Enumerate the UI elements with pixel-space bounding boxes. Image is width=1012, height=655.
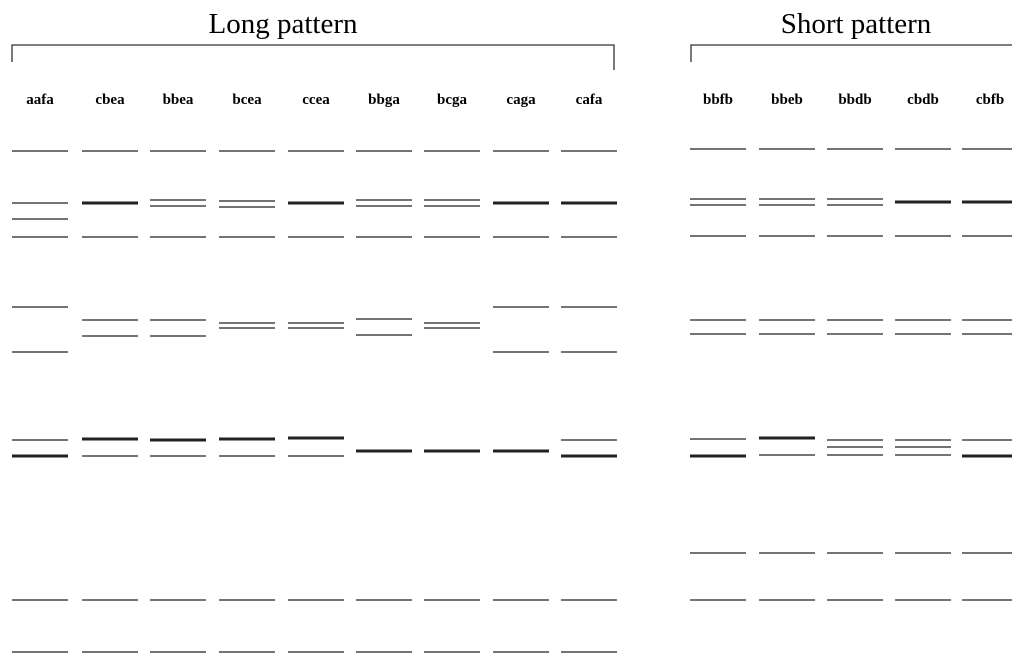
lane-label: bcga [437,92,468,108]
lane-label: bbga [368,92,400,108]
short-pattern-title: Short pattern [781,8,932,40]
short-bracket [691,45,1012,62]
lane-label: cbea [95,92,125,108]
lane-label: cafa [576,92,603,108]
lane-label: caga [506,92,536,108]
lane-label: aafa [26,92,54,108]
long-pattern-title: Long pattern [209,8,358,40]
lane-label: bbdb [838,92,871,108]
lane-label: bcea [232,92,262,108]
lane-label: bbeb [771,92,803,108]
lane-label: cbdb [907,92,939,108]
lane-label: bbea [163,92,194,108]
gel-diagram: Long pattern Short pattern aafa cbea bbea b… [0,0,1012,655]
long-bracket [12,45,614,70]
lane-label: cbfb [976,92,1004,108]
lane-label: ccea [302,92,330,108]
lane-label: bbfb [703,92,733,108]
